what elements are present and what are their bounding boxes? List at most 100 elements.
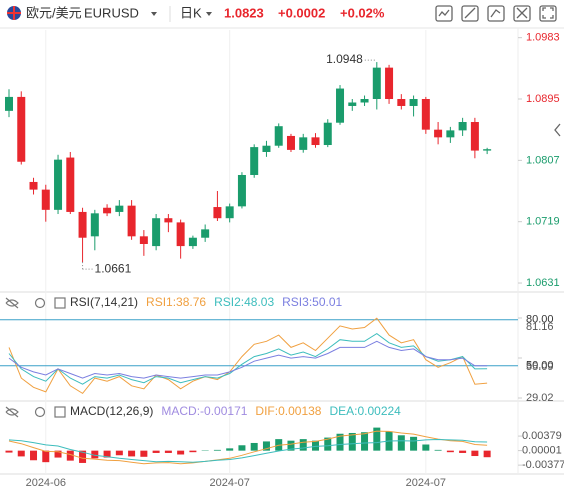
legend-entry: RSI1:38.76: [146, 295, 206, 309]
flag-stripe: [7, 6, 21, 20]
macd-bar: [91, 450, 99, 459]
candle-body: [176, 222, 185, 247]
legend-entry: RSI3:50.01: [282, 295, 342, 309]
candle-body: [336, 88, 345, 123]
macd-bar: [5, 450, 13, 453]
macd-bar: [336, 433, 344, 451]
candle-body: [5, 96, 13, 111]
legend-entry: DEA:0.00224: [329, 404, 401, 418]
tool-brush-glyph: [490, 9, 501, 18]
y-tick-label: 1.0983: [526, 32, 560, 44]
macd-bar: [189, 450, 197, 453]
macd-bar: [373, 427, 381, 451]
candle-body: [41, 189, 50, 210]
indicator-line: [8, 438, 488, 463]
candle-body: [434, 129, 443, 138]
macd-bar: [103, 450, 111, 458]
indicator-line: [8, 332, 488, 385]
candle-body: [115, 205, 124, 212]
candle-body: [90, 213, 99, 237]
hide-icon[interactable]: [5, 406, 19, 418]
macd-bar: [348, 432, 356, 451]
candle-body: [188, 237, 197, 247]
level-label: 50.00: [526, 360, 554, 372]
candle-body: [262, 145, 271, 152]
candle-body: [164, 218, 173, 223]
tool-settings[interactable]: [513, 5, 531, 22]
indicator-line: [8, 317, 488, 395]
expand-icon[interactable]: [54, 297, 66, 309]
macd-bar: [115, 450, 123, 456]
macd-bar: [262, 441, 270, 451]
candle-body: [66, 157, 75, 212]
high-annotation: 1.0948: [326, 52, 363, 66]
macd-bar: [226, 448, 234, 451]
tool-draw-glyph: [464, 7, 476, 19]
tool-brush[interactable]: [487, 5, 505, 22]
x-tick-label: 2024-06: [26, 477, 66, 489]
y-tick-label: 1.0807: [526, 154, 560, 166]
tool-settings-glyph: [516, 7, 528, 19]
candle-body: [421, 99, 430, 130]
macd-bar: [30, 450, 38, 461]
macd-bar: [152, 450, 160, 453]
plot-area: 2024-06 2024-07 2024-07 1.0983 1.0895 1.0807 1…: [0, 30, 564, 489]
symbol-name[interactable]: 欧元/美元: [26, 5, 82, 20]
y-tick-label: 55.09: [526, 361, 554, 373]
indicator-title: MACD(12,26,9): [70, 404, 153, 418]
macd-bar: [361, 432, 369, 451]
y-tick-label: 1.0719: [526, 216, 560, 228]
macd-bar: [17, 450, 25, 457]
expand-icon[interactable]: [54, 406, 66, 418]
tool-draw[interactable]: [461, 5, 479, 22]
x-tick-label: 2024-07: [406, 477, 446, 489]
symbol-code[interactable]: EURUSD: [84, 5, 139, 20]
candle-body: [470, 122, 479, 151]
tool-fullscreen[interactable]: [539, 5, 557, 22]
candle-body: [409, 99, 418, 106]
macd-bar: [324, 437, 332, 451]
hide-icon[interactable]: [5, 297, 19, 309]
candle-body: [201, 229, 210, 238]
symbol-dropdown[interactable]: [151, 12, 157, 16]
macd-bar: [79, 450, 87, 463]
candle-body: [237, 174, 246, 207]
candle-body: [323, 122, 332, 146]
macd-bar: [128, 450, 136, 457]
y-tick-label: 1.0895: [526, 93, 560, 105]
period[interactable]: 日K: [180, 5, 202, 20]
macd-bar: [410, 436, 418, 451]
candle-body: [213, 207, 222, 219]
candle-body: [127, 205, 136, 237]
candle-body: [29, 181, 38, 190]
macd-bar: [213, 449, 221, 451]
macd-bar: [422, 444, 430, 451]
candle-body: [348, 102, 357, 106]
settings-icon[interactable]: [34, 297, 46, 309]
last-price: 1.0823: [224, 5, 264, 20]
candle-body: [274, 126, 283, 146]
candle-body: [139, 236, 148, 244]
tool-indicator-glyph: [438, 9, 450, 17]
indicator-title: RSI(7,14,21): [70, 295, 138, 309]
collapse-arrow[interactable]: [554, 123, 561, 137]
header: 欧元/美元 EURUSD 日K 1.0823 +0.0002 +0.02%: [7, 5, 561, 137]
tool-fullscreen-glyph: [542, 7, 554, 19]
period-dropdown[interactable]: [206, 12, 212, 16]
settings-icon[interactable]: [34, 406, 46, 418]
candle-body: [17, 96, 26, 162]
macd-bar: [164, 450, 172, 453]
legend-entry: DIF:0.00138: [255, 404, 321, 418]
y-tick-label: 1.0631: [526, 277, 560, 289]
candle-body: [311, 137, 320, 146]
macd-bar: [459, 450, 467, 453]
candle-body: [286, 135, 295, 150]
candle-body: [78, 211, 87, 238]
tool-indicator[interactable]: [435, 5, 453, 22]
low-annotation: 1.0661: [95, 261, 132, 275]
legend-entry: RSI2:48.03: [214, 295, 274, 309]
legend-entry: MACD:-0.00171: [161, 404, 247, 418]
macd-bar: [42, 450, 50, 463]
candle-body: [360, 99, 369, 103]
